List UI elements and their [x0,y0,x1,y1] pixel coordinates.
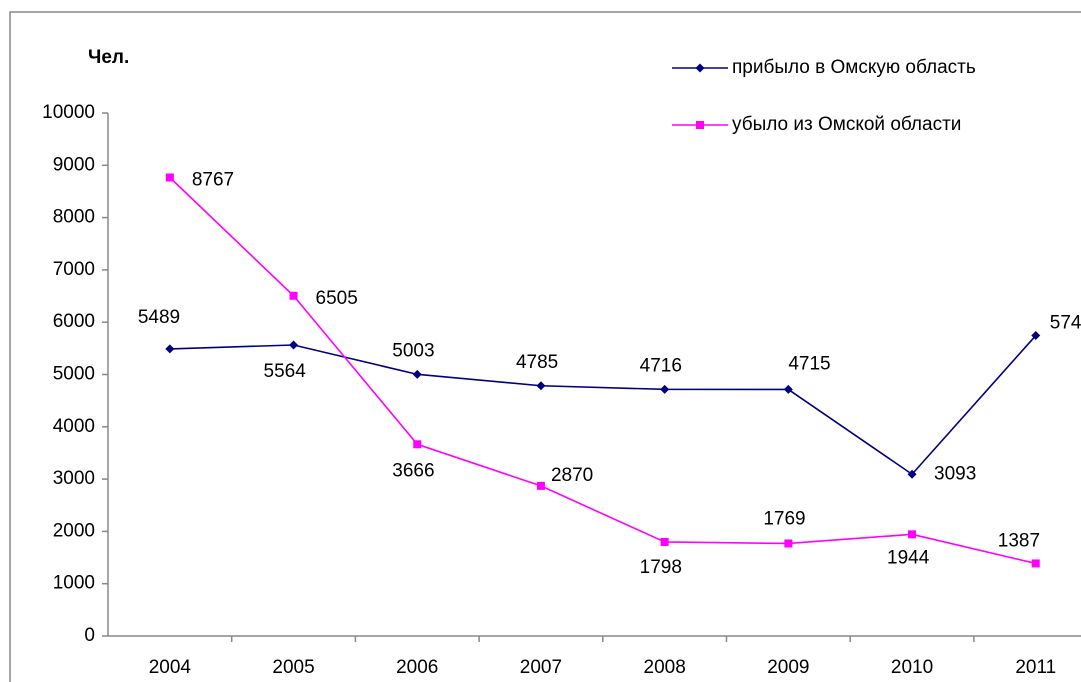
chart-frame [9,11,1081,682]
data-label: 3093 [934,463,976,484]
data-label: 2870 [551,465,593,486]
point [165,344,175,354]
y-tick-label: 8000 [53,207,95,228]
point [1031,559,1040,568]
x-tick-label: 2004 [149,657,192,678]
point [660,384,670,394]
data-label: 1387 [998,530,1040,551]
point [696,121,704,129]
y-tick-label: 1000 [53,573,95,594]
data-label: 4716 [640,355,682,376]
data-label: 5564 [264,361,307,382]
data-label: 4715 [788,353,830,374]
point [783,384,793,394]
point [412,369,422,379]
data-label: 5745 [1050,313,1081,334]
y-tick-label: 10000 [42,102,95,123]
y-axis-label: Чел. [88,47,129,68]
point [907,469,917,479]
data-label: 8767 [192,170,234,191]
point [536,381,546,391]
y-tick-label: 6000 [53,311,95,332]
legend-label: убыло из Омской области [732,114,961,135]
point [289,291,298,300]
data-label: 1944 [887,547,930,568]
data-label: 1798 [640,557,682,578]
y-tick-label: 3000 [53,468,95,489]
data-label: 5003 [392,340,434,361]
point [289,340,299,350]
y-tick-label: 4000 [53,416,95,437]
data-label: 3666 [392,460,434,481]
y-tick-label: 5000 [53,364,95,385]
series-line [169,335,1037,476]
point [536,481,545,490]
y-tick-label: 0 [84,625,95,646]
point [1031,331,1041,341]
point [660,537,669,546]
x-tick-label: 2006 [396,657,438,678]
point [165,173,174,182]
y-tick-label: 7000 [53,259,95,280]
y-tick-label: 9000 [53,154,95,175]
data-label: 1769 [763,508,805,529]
data-label: 5489 [138,307,180,328]
point [908,530,917,539]
x-tick-label: 2007 [520,657,562,678]
point [413,440,422,449]
point [784,539,793,548]
data-label: 6505 [316,288,358,309]
x-tick-label: 2008 [644,657,686,678]
x-tick-label: 2011 [1015,657,1056,678]
data-label: 4785 [516,352,558,373]
x-tick-label: 2010 [891,657,933,678]
legend-label: прибыло в Омскую область [732,57,976,78]
y-tick-label: 2000 [53,520,95,541]
series-line [169,176,1036,565]
point [695,63,705,73]
x-tick-label: 2005 [272,657,314,678]
x-tick-label: 2009 [767,657,809,678]
